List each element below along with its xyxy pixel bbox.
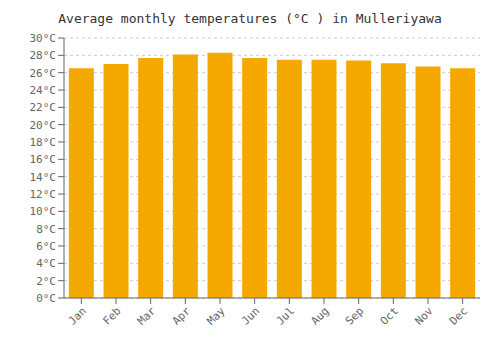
svg-text:6°C: 6°C [36,240,56,253]
svg-text:16°C: 16°C [30,153,57,166]
svg-text:Oct: Oct [378,304,401,327]
svg-text:2°C: 2°C [36,275,56,288]
svg-text:Jun: Jun [239,304,262,327]
svg-text:30°C: 30°C [30,32,57,45]
svg-text:28°C: 28°C [30,49,57,62]
svg-text:8°C: 8°C [36,223,56,236]
svg-text:Aug: Aug [308,304,331,327]
svg-text:20°C: 20°C [30,119,57,132]
svg-text:10°C: 10°C [30,205,57,218]
svg-text:May: May [204,304,228,328]
svg-text:26°C: 26°C [30,67,57,80]
svg-text:24°C: 24°C [30,84,57,97]
svg-text:Mar: Mar [135,304,159,328]
svg-text:Jul: Jul [274,304,297,327]
svg-text:Dec: Dec [447,304,470,327]
svg-text:Sep: Sep [343,304,366,327]
svg-text:Nov: Nov [412,304,436,328]
svg-text:0°C: 0°C [36,292,56,305]
svg-text:14°C: 14°C [30,171,57,184]
svg-text:Jan: Jan [66,304,89,327]
html-text:Average monthly temperatures (: Average monthly temperatures (°C ) in Mu… [58,11,442,26]
svg-text:Apr: Apr [170,304,194,328]
svg-text:Feb: Feb [100,304,123,327]
svg-text:18°C: 18°C [30,136,57,149]
svg-text:12°C: 12°C [30,188,57,201]
svg-text:4°C: 4°C [36,257,56,270]
svg-text:22°C: 22°C [30,101,57,114]
